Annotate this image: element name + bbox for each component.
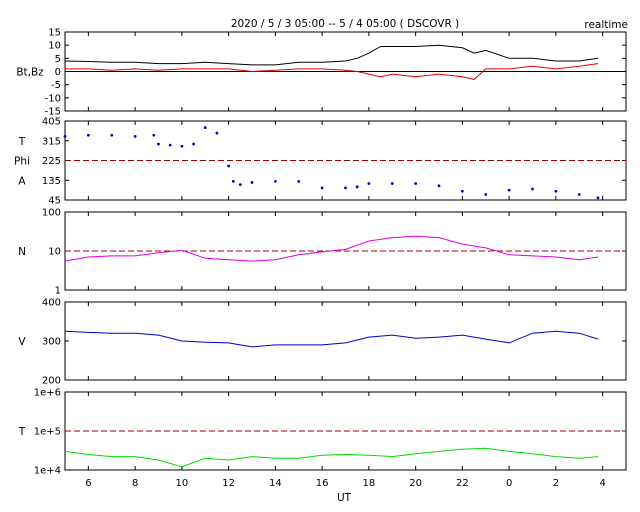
x-tick-label: 8: [132, 478, 138, 489]
point-phi: [531, 187, 534, 191]
panel-group: 151050-5-10-15Bt,Bz40531522513545TPhiA10…: [14, 28, 627, 489]
y-axis-label: A: [18, 175, 26, 187]
panel-speed: 400 300 200 V: [18, 298, 627, 387]
y-tick-label: 100: [42, 208, 61, 219]
point-phi: [414, 182, 418, 185]
series-line-bt: [64, 44, 599, 66]
x-tick-label: 4: [599, 478, 605, 489]
y-tick-label: -5: [51, 80, 61, 91]
y-tick-label: -15: [45, 107, 61, 118]
y-tick-label: 45: [48, 196, 61, 207]
y-tick-label: 300: [42, 337, 61, 348]
y-axis-label: N: [18, 246, 26, 258]
y-tick-label: 15: [48, 28, 61, 39]
y-tick-label: 225: [42, 156, 61, 167]
y-tick-label: 5: [55, 54, 61, 65]
series-line-bz: [65, 63, 599, 80]
point-phi: [231, 179, 235, 183]
y-tick-label: 1e+5: [34, 427, 61, 438]
point-phi: [63, 134, 67, 138]
point-phi: [367, 182, 371, 185]
y-tick-label: 200: [42, 376, 61, 387]
panel-phi-angle: 405 315 225 135 45 T Phi A: [14, 117, 627, 207]
y-tick-label: 1e+6: [34, 388, 61, 399]
point-phi: [460, 189, 464, 193]
x-tick-label: 6: [85, 478, 91, 489]
y-axis-label: Phi: [14, 156, 30, 168]
y-tick-label: 10: [48, 41, 61, 52]
panel-magnetic-field: 15 10 5 0 -5 -10 -15 Bt,Bz: [16, 28, 627, 118]
point-phi: [554, 189, 558, 193]
x-tick-label: 0: [506, 478, 512, 489]
panel-density: 100 10 1 N: [18, 208, 627, 297]
point-phi: [192, 142, 195, 146]
point-phi: [596, 196, 600, 200]
x-tick-label: 10: [176, 478, 189, 489]
point-phi: [297, 179, 301, 183]
point-phi: [157, 142, 160, 146]
point-phi: [133, 134, 137, 138]
y-axis-label: T: [18, 136, 26, 148]
panel-frame: [64, 301, 627, 381]
realtime-badge: realtime: [584, 19, 628, 31]
y-tick-label: 10: [48, 247, 61, 258]
point-phi: [390, 182, 394, 185]
point-phi: [86, 133, 90, 137]
x-tick-label: 22: [456, 478, 469, 489]
chart-title: 2020 / 5 / 3 05:00 -- 5 / 4 05:00 ( DSCO…: [231, 18, 459, 30]
point-phi: [320, 186, 324, 190]
panel-temperature: 1e+6 1e+5 1e+4 T: [18, 388, 627, 477]
point-phi: [215, 131, 219, 135]
point-phi: [344, 186, 347, 190]
point-phi: [437, 184, 441, 188]
x-tick-label: 16: [316, 478, 329, 489]
y-tick-label: 135: [42, 176, 61, 187]
series-line-n: [64, 235, 599, 262]
point-phi: [273, 179, 277, 183]
point-phi: [507, 188, 511, 192]
y-axis-label: T: [18, 426, 26, 438]
point-phi: [250, 181, 254, 184]
y-tick-label: 400: [42, 298, 61, 309]
x-tick-label: 14: [269, 478, 282, 489]
x-tick-label: 18: [363, 478, 376, 489]
point-phi: [152, 133, 156, 137]
point-phi: [484, 193, 488, 196]
point-phi: [203, 126, 207, 129]
point-phi: [168, 143, 172, 147]
point-phi: [577, 193, 581, 196]
y-tick-label: 0: [55, 67, 61, 78]
point-phi: [227, 164, 231, 168]
y-tick-label: 1: [55, 286, 61, 297]
y-tick-label: 315: [42, 136, 61, 147]
y-tick-label: -10: [45, 93, 61, 104]
x-tick-label: 2: [553, 478, 559, 489]
point-phi: [110, 133, 114, 137]
y-axis-label: V: [18, 336, 26, 348]
point-phi: [355, 185, 359, 189]
series-line-t: [64, 447, 599, 468]
x-tick-label: 12: [222, 478, 235, 489]
y-tick-label: 1e+4: [34, 466, 61, 477]
x-tick-label: 20: [409, 478, 422, 489]
x-axis-label: UT: [337, 492, 352, 504]
y-tick-label: 405: [42, 117, 61, 128]
point-phi: [180, 144, 184, 148]
point-phi: [238, 183, 242, 187]
series-line-v: [64, 330, 599, 348]
y-axis-label: Bt,Bz: [16, 67, 44, 79]
